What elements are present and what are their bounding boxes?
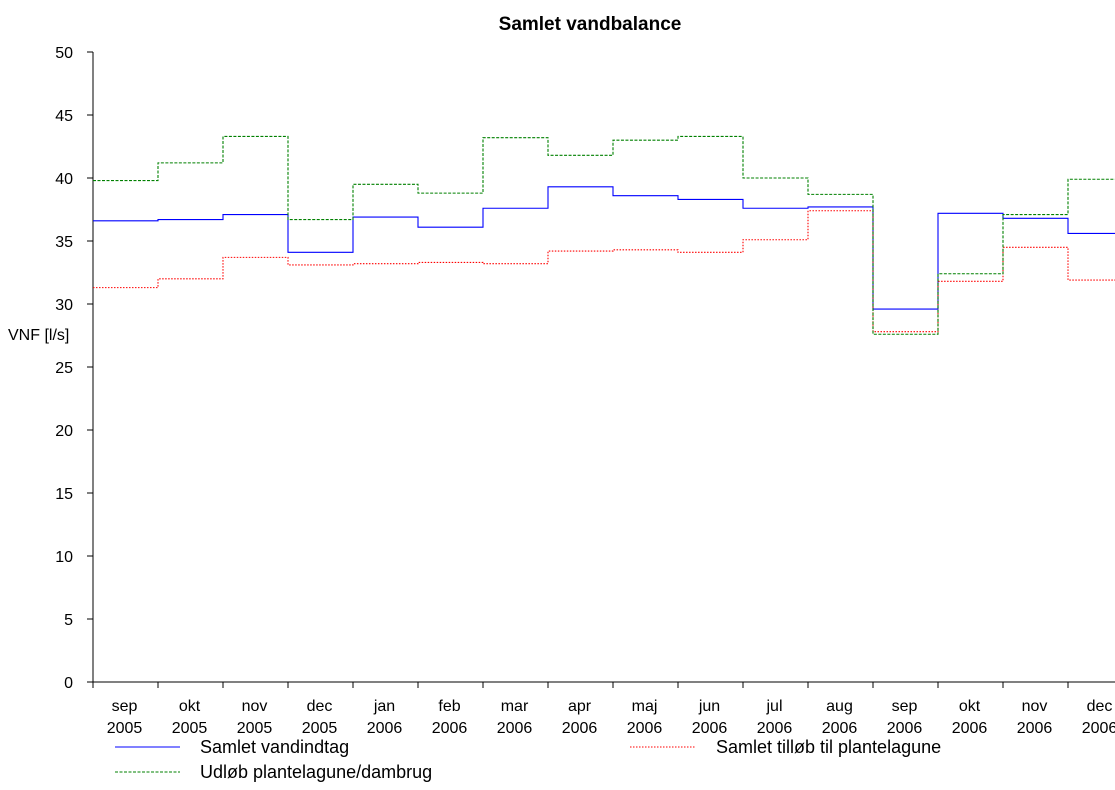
- x-tick-label-month: jun: [698, 698, 720, 715]
- x-tick-label-year: 2006: [627, 720, 663, 737]
- plot-area: 0 5 10 15 20 25 30 35 40 45 50 sep 2005 okt 2005 nov 200…: [55, 45, 1115, 737]
- legend-label-2: Samlet tilløb til plantelagune: [716, 737, 941, 757]
- x-tick-label-year: 2006: [432, 720, 468, 737]
- x-tick-label-month: nov: [242, 698, 268, 715]
- x-tick-label-year: 2005: [237, 720, 273, 737]
- y-tick-label: 10: [55, 549, 73, 566]
- x-tick-label-year: 2006: [952, 720, 988, 737]
- legend: Samlet vandindtag Samlet tilløb til plant…: [115, 737, 941, 782]
- x-tick-label-month: jul: [765, 698, 782, 715]
- series-line-3: [93, 135, 1115, 335]
- x-tick-label-year: 2006: [692, 720, 728, 737]
- x-tick-label-month: apr: [568, 698, 592, 715]
- y-tick-label: 35: [55, 234, 73, 251]
- x-tick-label-month: sep: [112, 698, 138, 715]
- series-line-1: [93, 186, 1115, 310]
- legend-label-1: Samlet vandindtag: [200, 737, 349, 757]
- x-tick-label-month: feb: [438, 698, 460, 715]
- x-tick-label-month: mar: [501, 698, 529, 715]
- x-tick-label-year: 2005: [302, 720, 338, 737]
- x-tick-label-year: 2006: [497, 720, 533, 737]
- x-tick-label-month: dec: [1087, 698, 1113, 715]
- x-tick-label-month: maj: [632, 698, 658, 715]
- series-layer: [93, 135, 1115, 335]
- x-tick-label-year: 2005: [107, 720, 143, 737]
- x-tick-label-year: 2006: [562, 720, 598, 737]
- y-tick-label: 30: [55, 297, 73, 314]
- y-axis-label: VNF [l/s]: [8, 327, 69, 344]
- y-tick-label: 25: [55, 360, 73, 377]
- x-tick-label-year: 2006: [822, 720, 858, 737]
- x-tick-label-year: 2006: [757, 720, 793, 737]
- x-tick-label-year: 2006: [1017, 720, 1053, 737]
- y-tick-label: 20: [55, 423, 73, 440]
- x-tick-label-year: 2006: [887, 720, 923, 737]
- legend-label-3: Udløb plantelagune/dambrug: [200, 762, 432, 782]
- x-tick-label-month: jan: [373, 698, 395, 715]
- x-tick-label-year: 2005: [172, 720, 208, 737]
- y-tick-label: 45: [55, 108, 73, 125]
- x-tick-label-month: sep: [892, 698, 918, 715]
- y-tick-label: 40: [55, 171, 73, 188]
- series-line-2: [93, 210, 1115, 333]
- x-tick-label-year: 2006: [367, 720, 403, 737]
- y-tick-label: 15: [55, 486, 73, 503]
- y-tick-label: 5: [64, 612, 73, 629]
- x-tick-label-month: dec: [307, 698, 333, 715]
- x-tick-label-month: okt: [959, 698, 981, 715]
- x-tick-label-month: okt: [179, 698, 201, 715]
- x-tick-label-month: nov: [1022, 698, 1048, 715]
- y-tick-label: 50: [55, 45, 73, 62]
- chart-title: Samlet vandbalance: [499, 14, 682, 35]
- x-tick-label-month: aug: [826, 698, 853, 715]
- x-tick-label-year: 2006: [1082, 720, 1115, 737]
- y-tick-label: 0: [64, 675, 73, 692]
